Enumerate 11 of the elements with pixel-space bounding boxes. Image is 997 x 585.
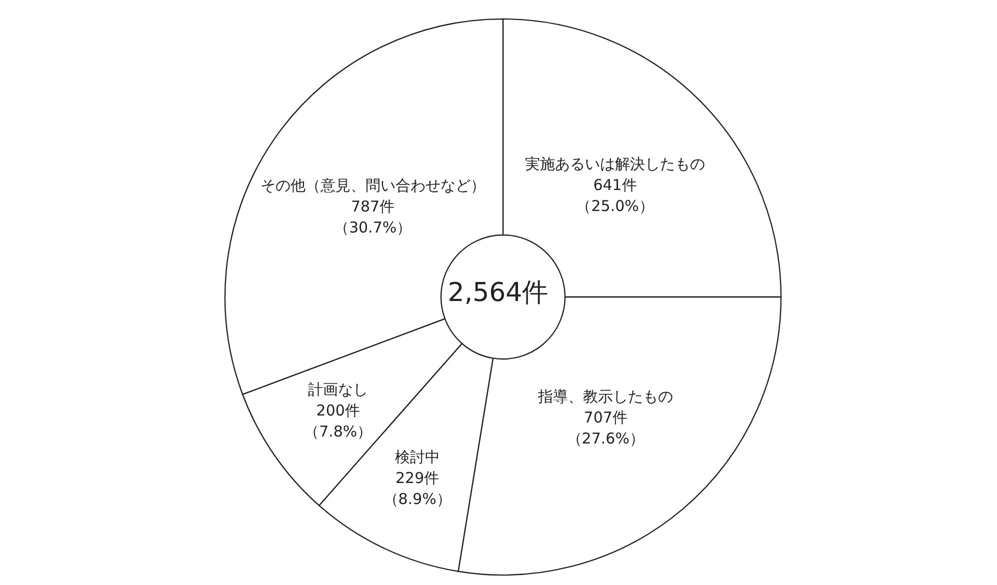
data-label: 200件（7.8%） [304,401,372,440]
slice-label: 指導、教示したもの [537,388,674,406]
slice-label: 計画なし [308,380,368,398]
data-label: 707件（27.6%） [566,408,644,448]
data-label: 787件（30.7%） [334,198,412,237]
text: 2,564件 [448,278,548,308]
data-label: 229件（8.9%） [383,468,452,508]
data-label: 641件（25.0%） [576,176,654,215]
slice-label: 検討中 [394,448,440,466]
slice-label: その他（意見、問い合わせなど） [260,176,486,195]
slice-label: 実施あるいは解決したもの [525,154,706,173]
